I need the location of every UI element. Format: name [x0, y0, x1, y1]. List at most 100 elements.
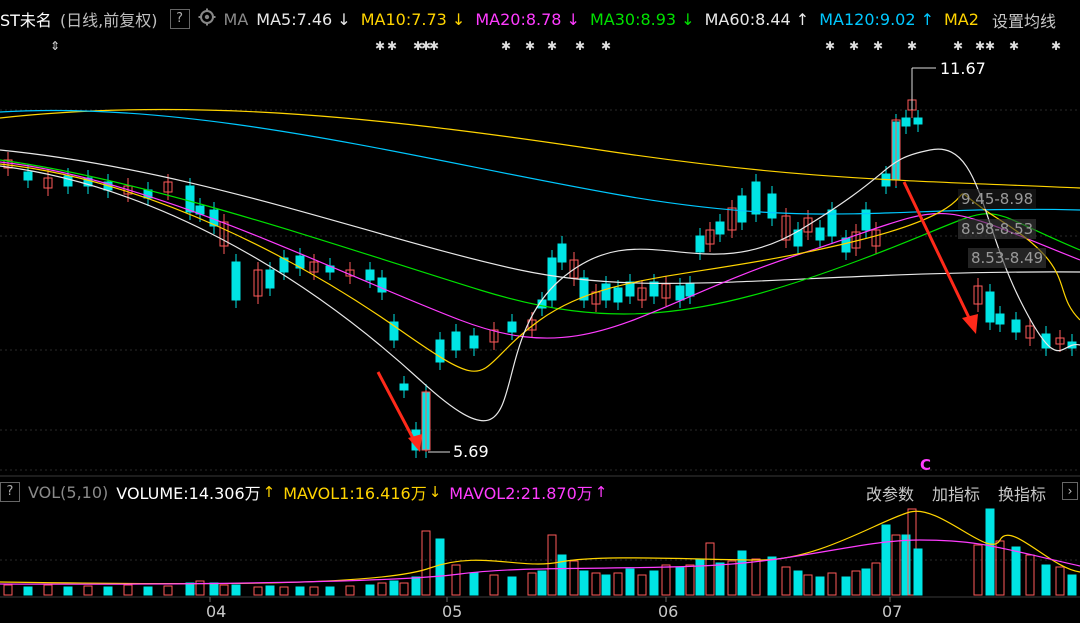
candle-body: [399, 383, 409, 391]
candle-body: [675, 285, 685, 301]
candle-body: [727, 207, 737, 231]
volume-bar: [325, 586, 335, 596]
volume-bar: [751, 558, 761, 596]
volume-bar: [995, 540, 1005, 596]
candle-body: [695, 235, 705, 253]
volume-bar: [547, 534, 557, 596]
volume-bar: [365, 584, 375, 596]
stock-name[interactable]: ST未名: [0, 11, 52, 30]
volume-bar: [507, 576, 517, 596]
volume-bar: [871, 562, 881, 596]
volume-bar: [219, 584, 229, 596]
event-marker: ✱: [985, 39, 995, 53]
volume-bar: [781, 566, 791, 596]
candle-body: [705, 229, 715, 245]
switch-indicator-button[interactable]: 换指标: [998, 485, 1047, 504]
mavol2-arrow: ↑: [594, 483, 608, 501]
volume-bar: [625, 568, 635, 596]
volume-bar: [309, 586, 319, 596]
volume-bar: [163, 585, 173, 596]
event-marker: ✱: [413, 39, 423, 53]
candle-body: [973, 285, 983, 305]
volume-bar: [861, 568, 871, 596]
candle-body: [253, 269, 263, 297]
event-marker: ✱: [501, 39, 511, 53]
range-label-3: 8.53-8.49: [968, 248, 1047, 268]
trend-arrow-down: [376, 371, 418, 445]
candle-body: [23, 171, 33, 181]
volume-bar: [527, 572, 537, 596]
volume-bar: [705, 542, 715, 596]
candle-body: [871, 229, 881, 247]
candle-body: [1041, 333, 1051, 349]
low-price-label: 5.69: [453, 442, 489, 461]
volume-bar: [815, 576, 825, 596]
candle-body: [781, 215, 791, 241]
event-marker: ✱: [429, 39, 439, 53]
candle-body: [793, 229, 803, 247]
volume-bar: [83, 585, 93, 596]
candle-body: [625, 281, 635, 297]
candle-body: [767, 193, 777, 219]
candle-body: [231, 261, 241, 301]
x-axis-label-07: 07: [882, 602, 903, 621]
candle-body: [451, 331, 461, 351]
candle-body: [685, 283, 695, 297]
volume-bar: [727, 560, 737, 596]
candle-body: [389, 321, 399, 341]
volume-bar: [1067, 574, 1077, 596]
candle-body: [377, 277, 387, 293]
volume-bar: [637, 574, 647, 596]
volume-bar: [881, 524, 891, 596]
volume-bar: [295, 586, 305, 596]
volume-bar: [891, 534, 901, 596]
x-axis-label-04: 04: [206, 602, 227, 621]
volume-bar: [389, 580, 399, 596]
ma-label: MA: [223, 9, 249, 29]
ma5-line: [0, 148, 1080, 422]
event-marker: ✱: [975, 39, 985, 53]
expand-button[interactable]: ›: [1062, 482, 1078, 500]
candle-body: [185, 185, 195, 213]
help-button[interactable]: ?: [169, 9, 190, 29]
volume-bar: [279, 586, 289, 596]
candle-body: [913, 117, 923, 125]
volume-indicator-bar: ? VOL(5,10) VOLUME:14.306万 ↑ MAVOL1:16.4…: [0, 480, 607, 504]
mavol2-value: MAVOL2:21.870万: [449, 484, 593, 503]
volume-bar: [901, 534, 911, 596]
mavol2-line: [0, 539, 1080, 585]
volume-toggle-button[interactable]: ?: [0, 482, 20, 502]
settings-ma-button[interactable]: 设置均线: [990, 8, 1057, 32]
period-info: (日线,前复权): [59, 11, 158, 30]
candle-body: [901, 117, 911, 127]
volume-bar: [231, 584, 241, 596]
event-marker: ✱: [953, 39, 963, 53]
ma-item-2: MA20:8.78 ↓: [475, 9, 580, 29]
c-marker[interactable]: C: [920, 456, 932, 474]
volume-bar: [537, 570, 547, 596]
mavol1-line: [0, 510, 1080, 585]
ma-item-5: MA120:9.02 ↑: [819, 9, 934, 29]
candle-body: [613, 287, 623, 303]
ma30-line: [0, 159, 1080, 315]
volume-bar: [913, 548, 923, 596]
candle-body: [637, 287, 647, 301]
gear-icon[interactable]: [198, 8, 216, 30]
volume-bar: [569, 560, 579, 596]
volume-bar: [793, 570, 803, 596]
change-params-button[interactable]: 改参数: [866, 485, 915, 504]
candle-body: [737, 195, 747, 223]
settings-ma-label[interactable]: 设置均线: [992, 12, 1057, 31]
candle-body: [219, 221, 229, 247]
volume-bar: [1055, 566, 1065, 596]
add-indicator-button[interactable]: 加指标: [932, 485, 981, 504]
volume-bar: [123, 584, 133, 596]
candle-body: [63, 175, 73, 187]
volume-bar: [399, 582, 409, 596]
mavol1-arrow: ↓: [428, 483, 442, 501]
volume-bar: [411, 576, 421, 596]
candle-body: [861, 209, 871, 231]
volume-bar: [23, 586, 33, 596]
x-axis-label-06: 06: [658, 602, 679, 621]
